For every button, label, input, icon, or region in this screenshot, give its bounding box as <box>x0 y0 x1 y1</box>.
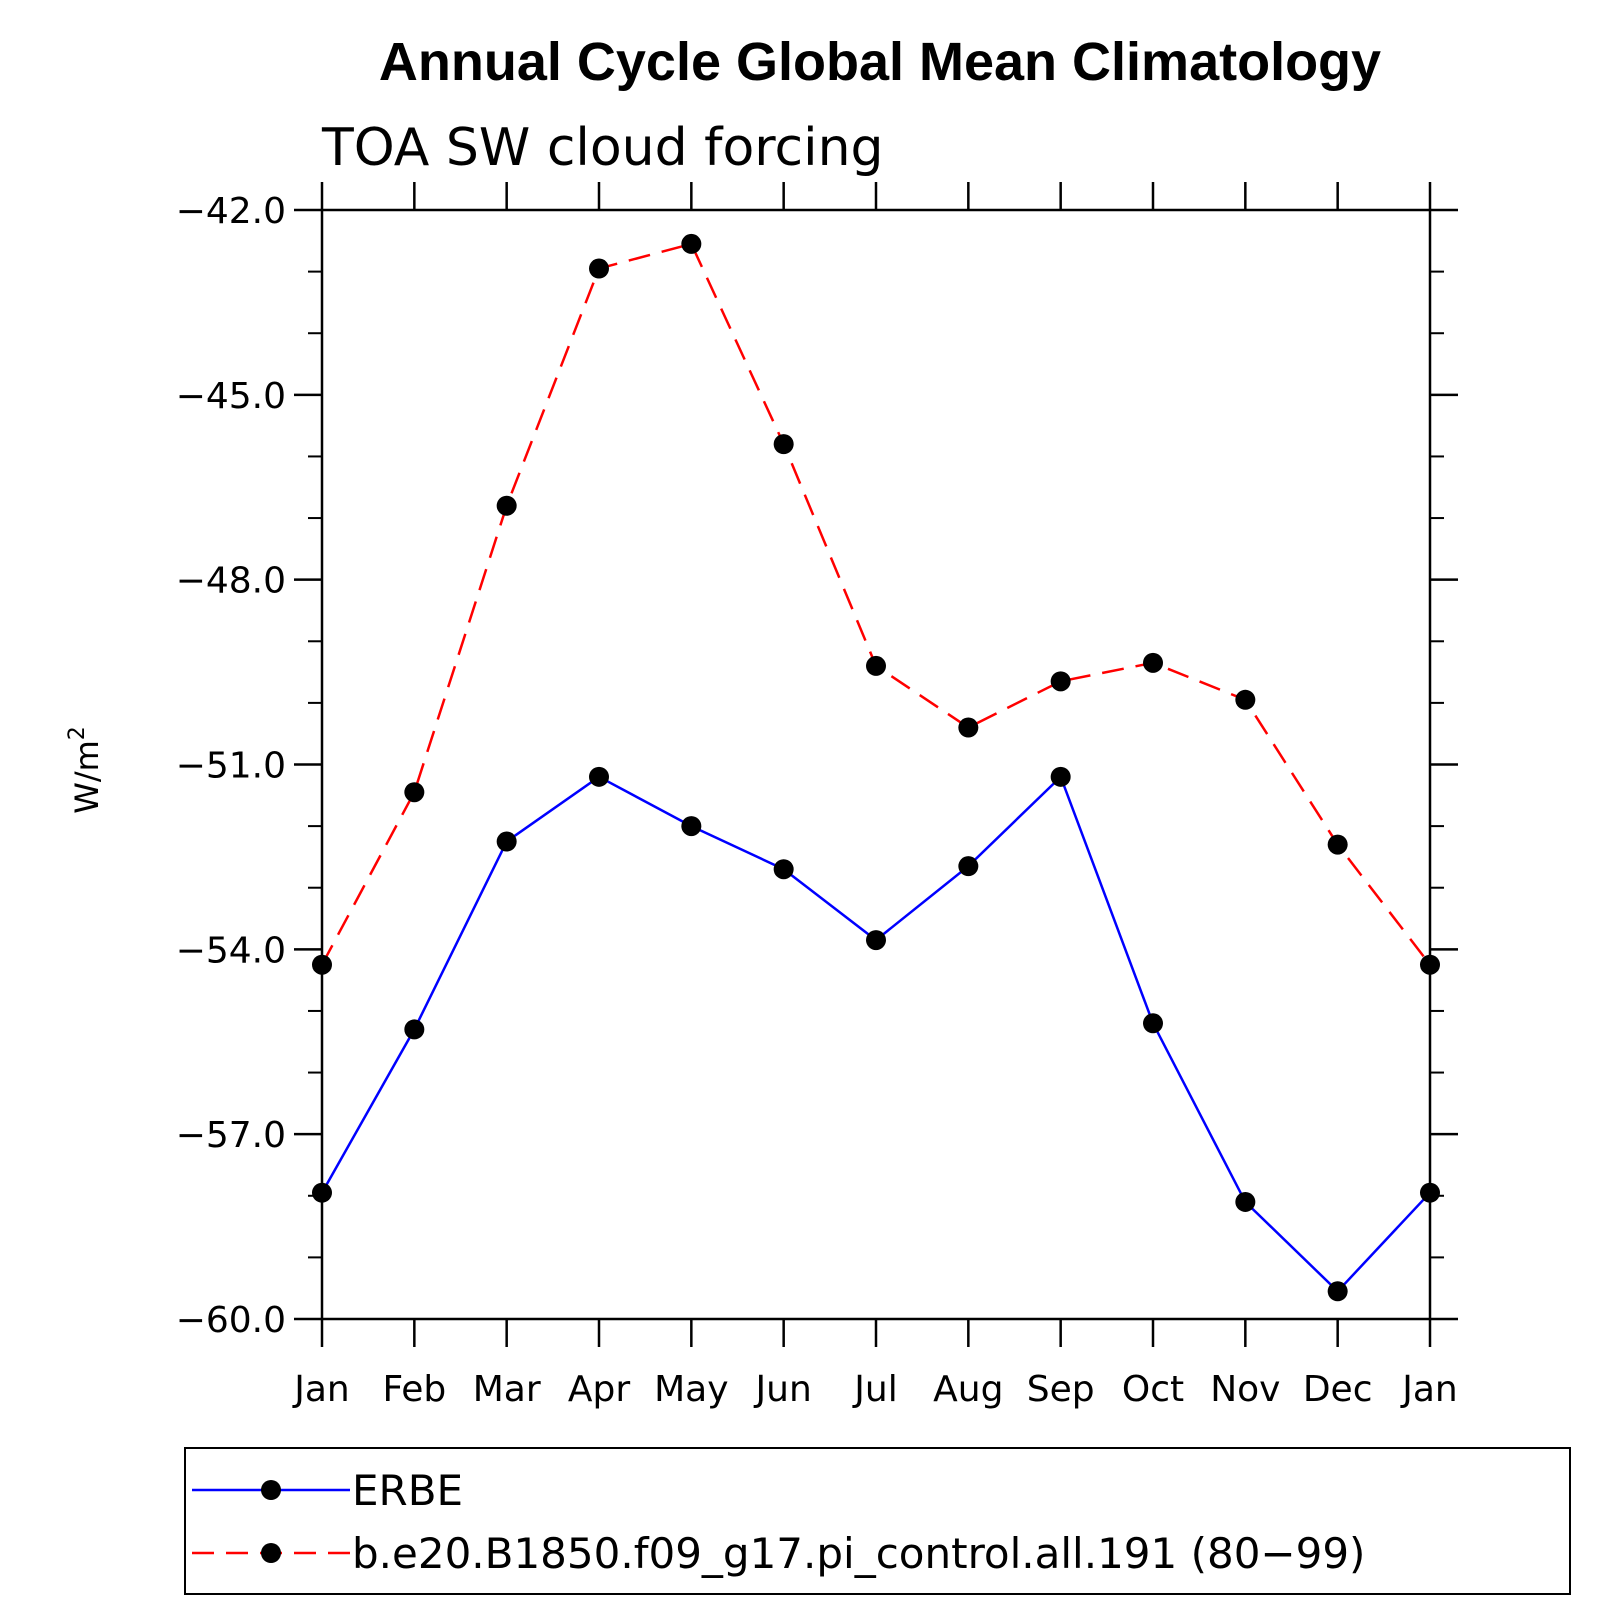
series-1-point <box>312 954 332 975</box>
x-tick-label: Nov <box>1210 1369 1280 1410</box>
x-tick-label: Jun <box>754 1369 812 1410</box>
series-0-point <box>589 766 609 787</box>
series-1-point <box>1235 689 1256 710</box>
x-tick-label: Jan <box>292 1369 350 1410</box>
series-0-point <box>681 816 702 837</box>
series-layer <box>312 233 1440 1302</box>
legend: ERBE b.e20.B1850.f09_g17.pi_control.all.1… <box>184 1447 1571 1595</box>
legend-marker-0 <box>261 1480 281 1500</box>
x-tick-label: May <box>654 1369 728 1410</box>
series-0-point <box>1235 1191 1256 1212</box>
plot-frame <box>320 208 1432 1321</box>
legend-box <box>184 1447 1571 1595</box>
series-0-point <box>404 1019 425 1040</box>
y-tick-label: −60.0 <box>176 1300 286 1341</box>
series-0-point <box>1050 766 1071 787</box>
series-1-point <box>1143 652 1163 673</box>
series-1-point <box>404 782 425 803</box>
y-axis-label-text: W/m <box>68 740 106 814</box>
legend-label-0: ERBE <box>352 1466 463 1515</box>
y-axis-label: W/m2 <box>65 726 106 814</box>
x-tick-label: Jul <box>852 1369 897 1410</box>
series-0-point <box>496 831 517 852</box>
series-0-point <box>958 856 979 877</box>
x-tick-label: Sep <box>1027 1369 1095 1410</box>
legend-label-1: b.e20.B1850.f09_g17.pi_control.all.191 (… <box>352 1529 1365 1578</box>
x-tick-label: Dec <box>1303 1369 1373 1410</box>
x-tick-label: Feb <box>382 1369 446 1410</box>
x-tick-label: Aug <box>933 1369 1003 1410</box>
series-0-point <box>1143 1013 1163 1034</box>
series-1-point <box>958 717 979 738</box>
y-tick-label: −48.0 <box>176 561 286 602</box>
series-1-point <box>1420 954 1440 975</box>
series-0-point <box>1327 1281 1348 1302</box>
y-tick-label: −54.0 <box>176 930 286 971</box>
y-tick-label: −57.0 <box>176 1115 286 1156</box>
series-0-point <box>312 1182 332 1203</box>
y-tick-label: −42.0 <box>176 191 286 232</box>
legend-marker-1 <box>261 1543 281 1563</box>
series-1-point <box>496 495 517 516</box>
series-0-point <box>866 930 886 951</box>
series-1-point <box>589 258 609 279</box>
series-1-point <box>866 655 886 676</box>
chart-title: Annual Cycle Global Mean Climatology <box>379 32 1381 92</box>
x-tick-label: Mar <box>473 1369 541 1410</box>
series-0-point <box>1420 1182 1440 1203</box>
series-1-point <box>681 233 702 254</box>
series-1-point <box>773 434 794 455</box>
x-tick-label: Apr <box>568 1369 630 1410</box>
axes: −60.0 −57.0 −54.0 −51.0 −48.0 −45.0 −42.0 Jan Fe… <box>176 182 1458 1410</box>
chart-subtitle: TOA SW cloud forcing <box>321 118 884 178</box>
x-tick-label: Jan <box>1400 1369 1458 1410</box>
series-0-point <box>773 859 794 880</box>
series-1-point <box>1050 671 1071 692</box>
series-line-0 <box>320 774 1431 1294</box>
series-1-point <box>1327 834 1348 855</box>
series-line-1 <box>320 242 1431 966</box>
y-tick-label: −45.0 <box>176 376 286 417</box>
x-tick-label: Oct <box>1122 1369 1184 1410</box>
y-tick-label: −51.0 <box>176 746 286 787</box>
y-axis-label-superscript: 2 <box>65 726 90 740</box>
